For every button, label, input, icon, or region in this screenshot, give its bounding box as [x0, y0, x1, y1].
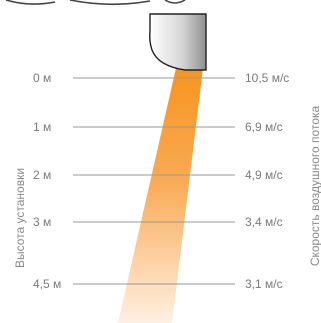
- air-curtain-unit: [149, 13, 207, 71]
- height-label-2: 2 м: [33, 168, 51, 182]
- height-label-4: 4,5 м: [33, 277, 61, 291]
- height-label-0: 0 м: [33, 71, 51, 85]
- height-label-1: 1 м: [33, 120, 51, 134]
- right-axis-label: Скорость воздушного потока: [308, 106, 321, 267]
- left-axis-label: Высота установки: [13, 168, 27, 268]
- speed-label-3: 3,4 м/с: [245, 215, 283, 229]
- airflow-beam: [118, 68, 203, 323]
- cropped-header-fragment: [5, 0, 186, 6]
- height-label-3: 3 м: [33, 215, 51, 229]
- speed-label-4: 3,1 м/с: [245, 277, 283, 291]
- speed-label-2: 4,9 м/с: [245, 168, 283, 182]
- speed-label-0: 10,5 м/с: [245, 71, 289, 85]
- speed-label-1: 6,9 м/с: [245, 120, 283, 134]
